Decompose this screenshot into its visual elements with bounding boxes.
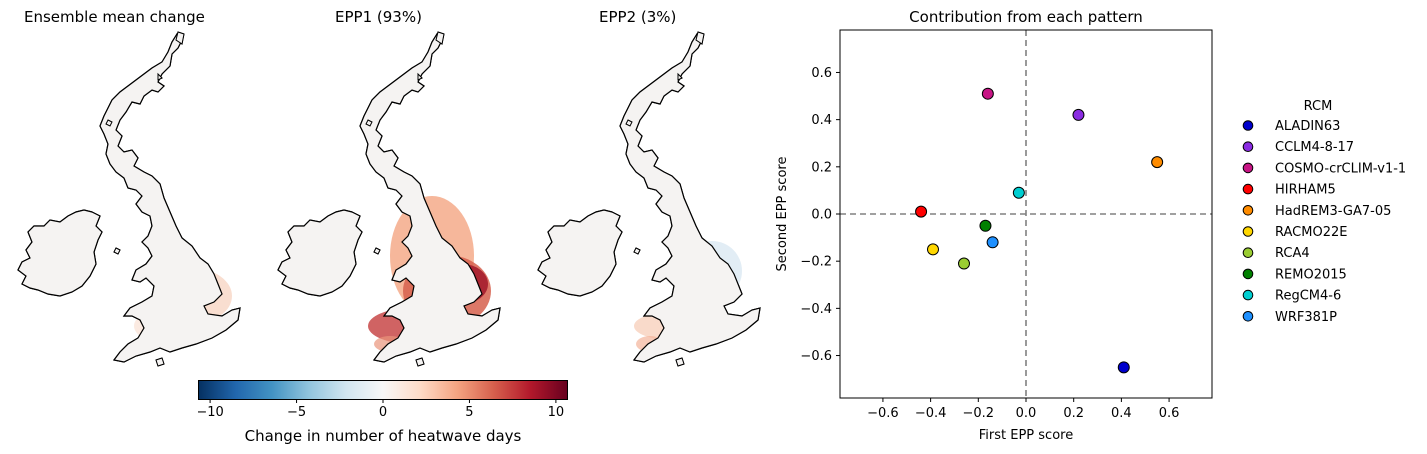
colorbar: −10 −5 0 5 10 Change in number of heatwave da… bbox=[196, 380, 568, 450]
map-epp2 bbox=[537, 31, 761, 367]
x-tick-label: −0.2 bbox=[963, 406, 995, 421]
x-tick-label: −0.6 bbox=[867, 406, 899, 421]
legend-label: CCLM4-8-17 bbox=[1275, 140, 1354, 155]
scatter-plot: Contribution from each pattern −0.6 −0.4 −0… bbox=[775, 8, 1406, 443]
colorbar-gradient bbox=[198, 380, 568, 400]
colorbar-label: Change in number of heatwave days bbox=[245, 427, 522, 445]
legend-marker bbox=[1242, 141, 1254, 152]
scatter-point-racmo22e bbox=[927, 243, 939, 256]
x-tick-label: 0.4 bbox=[1111, 406, 1132, 421]
legend-label: ALADIN63 bbox=[1275, 119, 1340, 134]
map-title-epp2: EPP2 (3%) bbox=[599, 8, 677, 26]
y-tick-label: 0.0 bbox=[811, 208, 832, 223]
colorbar-tick-label: −10 bbox=[198, 405, 224, 420]
scatter-point-remo2015 bbox=[979, 219, 992, 232]
legend-marker bbox=[1242, 205, 1254, 216]
legend-label: HIRHAM5 bbox=[1275, 183, 1336, 198]
x-axis-label: First EPP score bbox=[979, 428, 1073, 443]
legend-label: RegCM4-6 bbox=[1275, 289, 1341, 304]
scatter-point-hirham5 bbox=[915, 205, 928, 218]
legend-marker bbox=[1242, 268, 1254, 280]
legend-label: RCA4 bbox=[1275, 246, 1310, 261]
y-tick-label: −0.6 bbox=[800, 349, 832, 364]
y-tick-label: 0.6 bbox=[811, 66, 832, 81]
scatter-point-rca4 bbox=[958, 257, 970, 270]
x-tick-label: 0.0 bbox=[1016, 406, 1037, 421]
legend-label: HadREM3-GA7-05 bbox=[1275, 204, 1391, 219]
legend-label: REMO2015 bbox=[1275, 267, 1347, 282]
legend-marker bbox=[1242, 247, 1254, 258]
chart-title: Contribution from each pattern bbox=[909, 8, 1143, 26]
colorbar-tick-label: −5 bbox=[287, 405, 306, 420]
legend-label: WRF381P bbox=[1275, 310, 1337, 325]
colorbar-tick-label: 10 bbox=[548, 405, 565, 420]
y-tick-label: 0.2 bbox=[811, 160, 832, 175]
legend-label: COSMO-crCLIM-v1-1 bbox=[1275, 161, 1406, 176]
y-tick-label: −0.4 bbox=[800, 302, 832, 317]
map-title-epp1: EPP1 (93%) bbox=[335, 8, 422, 26]
y-tick-label: −0.2 bbox=[800, 255, 832, 270]
scatter-point-cosmo-crclim-v1-1 bbox=[981, 87, 994, 100]
y-axis-label: Second EPP score bbox=[775, 157, 790, 272]
scatter-point-cclm4-8-17 bbox=[1072, 108, 1085, 121]
legend-marker bbox=[1242, 162, 1254, 174]
scatter-point-wrf381p bbox=[986, 236, 999, 249]
map-ensemble-mean bbox=[17, 31, 241, 367]
legend-marker bbox=[1242, 311, 1254, 322]
x-tick-label: 0.6 bbox=[1159, 406, 1180, 421]
legend-title: RCM bbox=[1304, 99, 1333, 114]
colorbar-tick-label: 5 bbox=[465, 405, 473, 420]
legend-marker bbox=[1242, 120, 1254, 131]
scatter-point-aladin63 bbox=[1117, 361, 1130, 374]
map-title-mean: Ensemble mean change bbox=[24, 8, 205, 26]
colorbar-tick-label: 0 bbox=[379, 405, 387, 420]
x-tick-label: 0.2 bbox=[1063, 406, 1084, 421]
legend-label: RACMO22E bbox=[1275, 225, 1347, 240]
map-epp1 bbox=[277, 31, 501, 367]
legend-marker bbox=[1242, 289, 1254, 301]
x-tick-label: −0.4 bbox=[915, 406, 947, 421]
y-tick-label: 0.4 bbox=[811, 113, 832, 128]
scatter-point-hadrem3-ga7-05 bbox=[1151, 156, 1164, 169]
legend-marker bbox=[1242, 183, 1254, 195]
scatter-point-regcm4-6 bbox=[1012, 186, 1025, 199]
legend-marker bbox=[1242, 226, 1254, 237]
